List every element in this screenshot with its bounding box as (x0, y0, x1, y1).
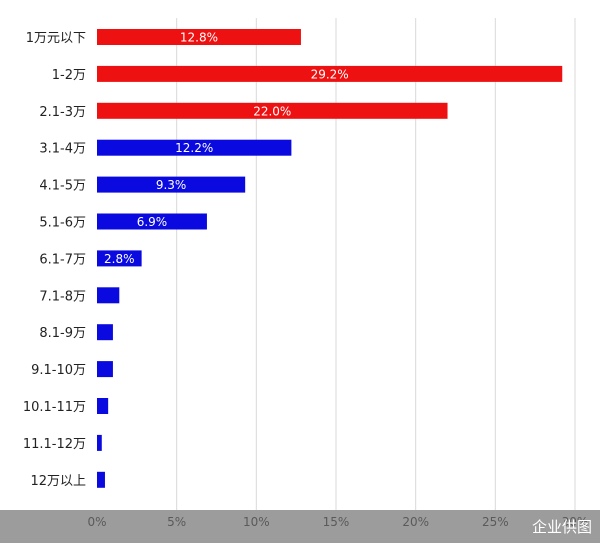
data-label: 2.8% (104, 252, 135, 266)
bar (97, 102, 448, 119)
x-tick-label: 0% (87, 515, 106, 529)
bar (97, 213, 207, 230)
bar (97, 361, 113, 378)
bar (97, 65, 563, 82)
bar (97, 29, 301, 45)
x-tick-label: 5% (167, 515, 186, 529)
bars: 12.8% 29.2% 22.0% 12.2% 9.3% 6.9% 2.8% (97, 29, 563, 488)
x-tick-label: 10% (243, 515, 270, 529)
data-label: 9.3% (156, 178, 187, 192)
data-label: 12.8% (180, 31, 218, 45)
data-label: 6.9% (137, 215, 168, 229)
category-label: 4.1-5万 (39, 179, 86, 194)
data-label: 12.2% (175, 141, 213, 155)
watermark: 企业供图 (532, 518, 592, 536)
bar (97, 398, 109, 414)
category-label: 8.1-9万 (39, 326, 86, 341)
bar (97, 139, 292, 156)
data-label: 29.2% (311, 67, 349, 81)
bar (97, 287, 120, 304)
bar (97, 250, 142, 267)
category-label: 2.1-3万 (39, 105, 86, 120)
x-tick-label: 25% (482, 515, 509, 529)
x-axis-band (0, 510, 600, 543)
x-tick-label: 30% (562, 515, 589, 529)
bar (97, 324, 113, 341)
category-label: 1万元以下 (26, 31, 86, 46)
category-label: 7.1-8万 (39, 289, 86, 304)
category-labels: 1万元以下 1-2万 2.1-3万 3.1-4万 4.1-5万 5.1-6万 6.1-7万 7… (23, 31, 86, 489)
category-label: 12万以上 (30, 474, 86, 489)
category-label: 11.1-12万 (23, 437, 86, 452)
bar (97, 434, 102, 451)
category-label: 10.1-11万 (23, 400, 86, 415)
category-label: 6.1-7万 (39, 252, 86, 267)
category-label: 9.1-10万 (31, 363, 86, 378)
category-label: 1-2万 (52, 68, 86, 83)
gridlines (176, 18, 576, 510)
x-tick-label: 20% (402, 515, 429, 529)
x-tick-label: 15% (323, 515, 350, 529)
category-label: 3.1-4万 (39, 142, 86, 157)
category-label: 5.1-6万 (39, 216, 86, 231)
data-label: 22.0% (253, 104, 291, 118)
bar (97, 176, 246, 193)
bar (97, 471, 105, 488)
x-tick-labels: 0% 5% 10% 15% 20% 25% 30% (87, 515, 588, 529)
